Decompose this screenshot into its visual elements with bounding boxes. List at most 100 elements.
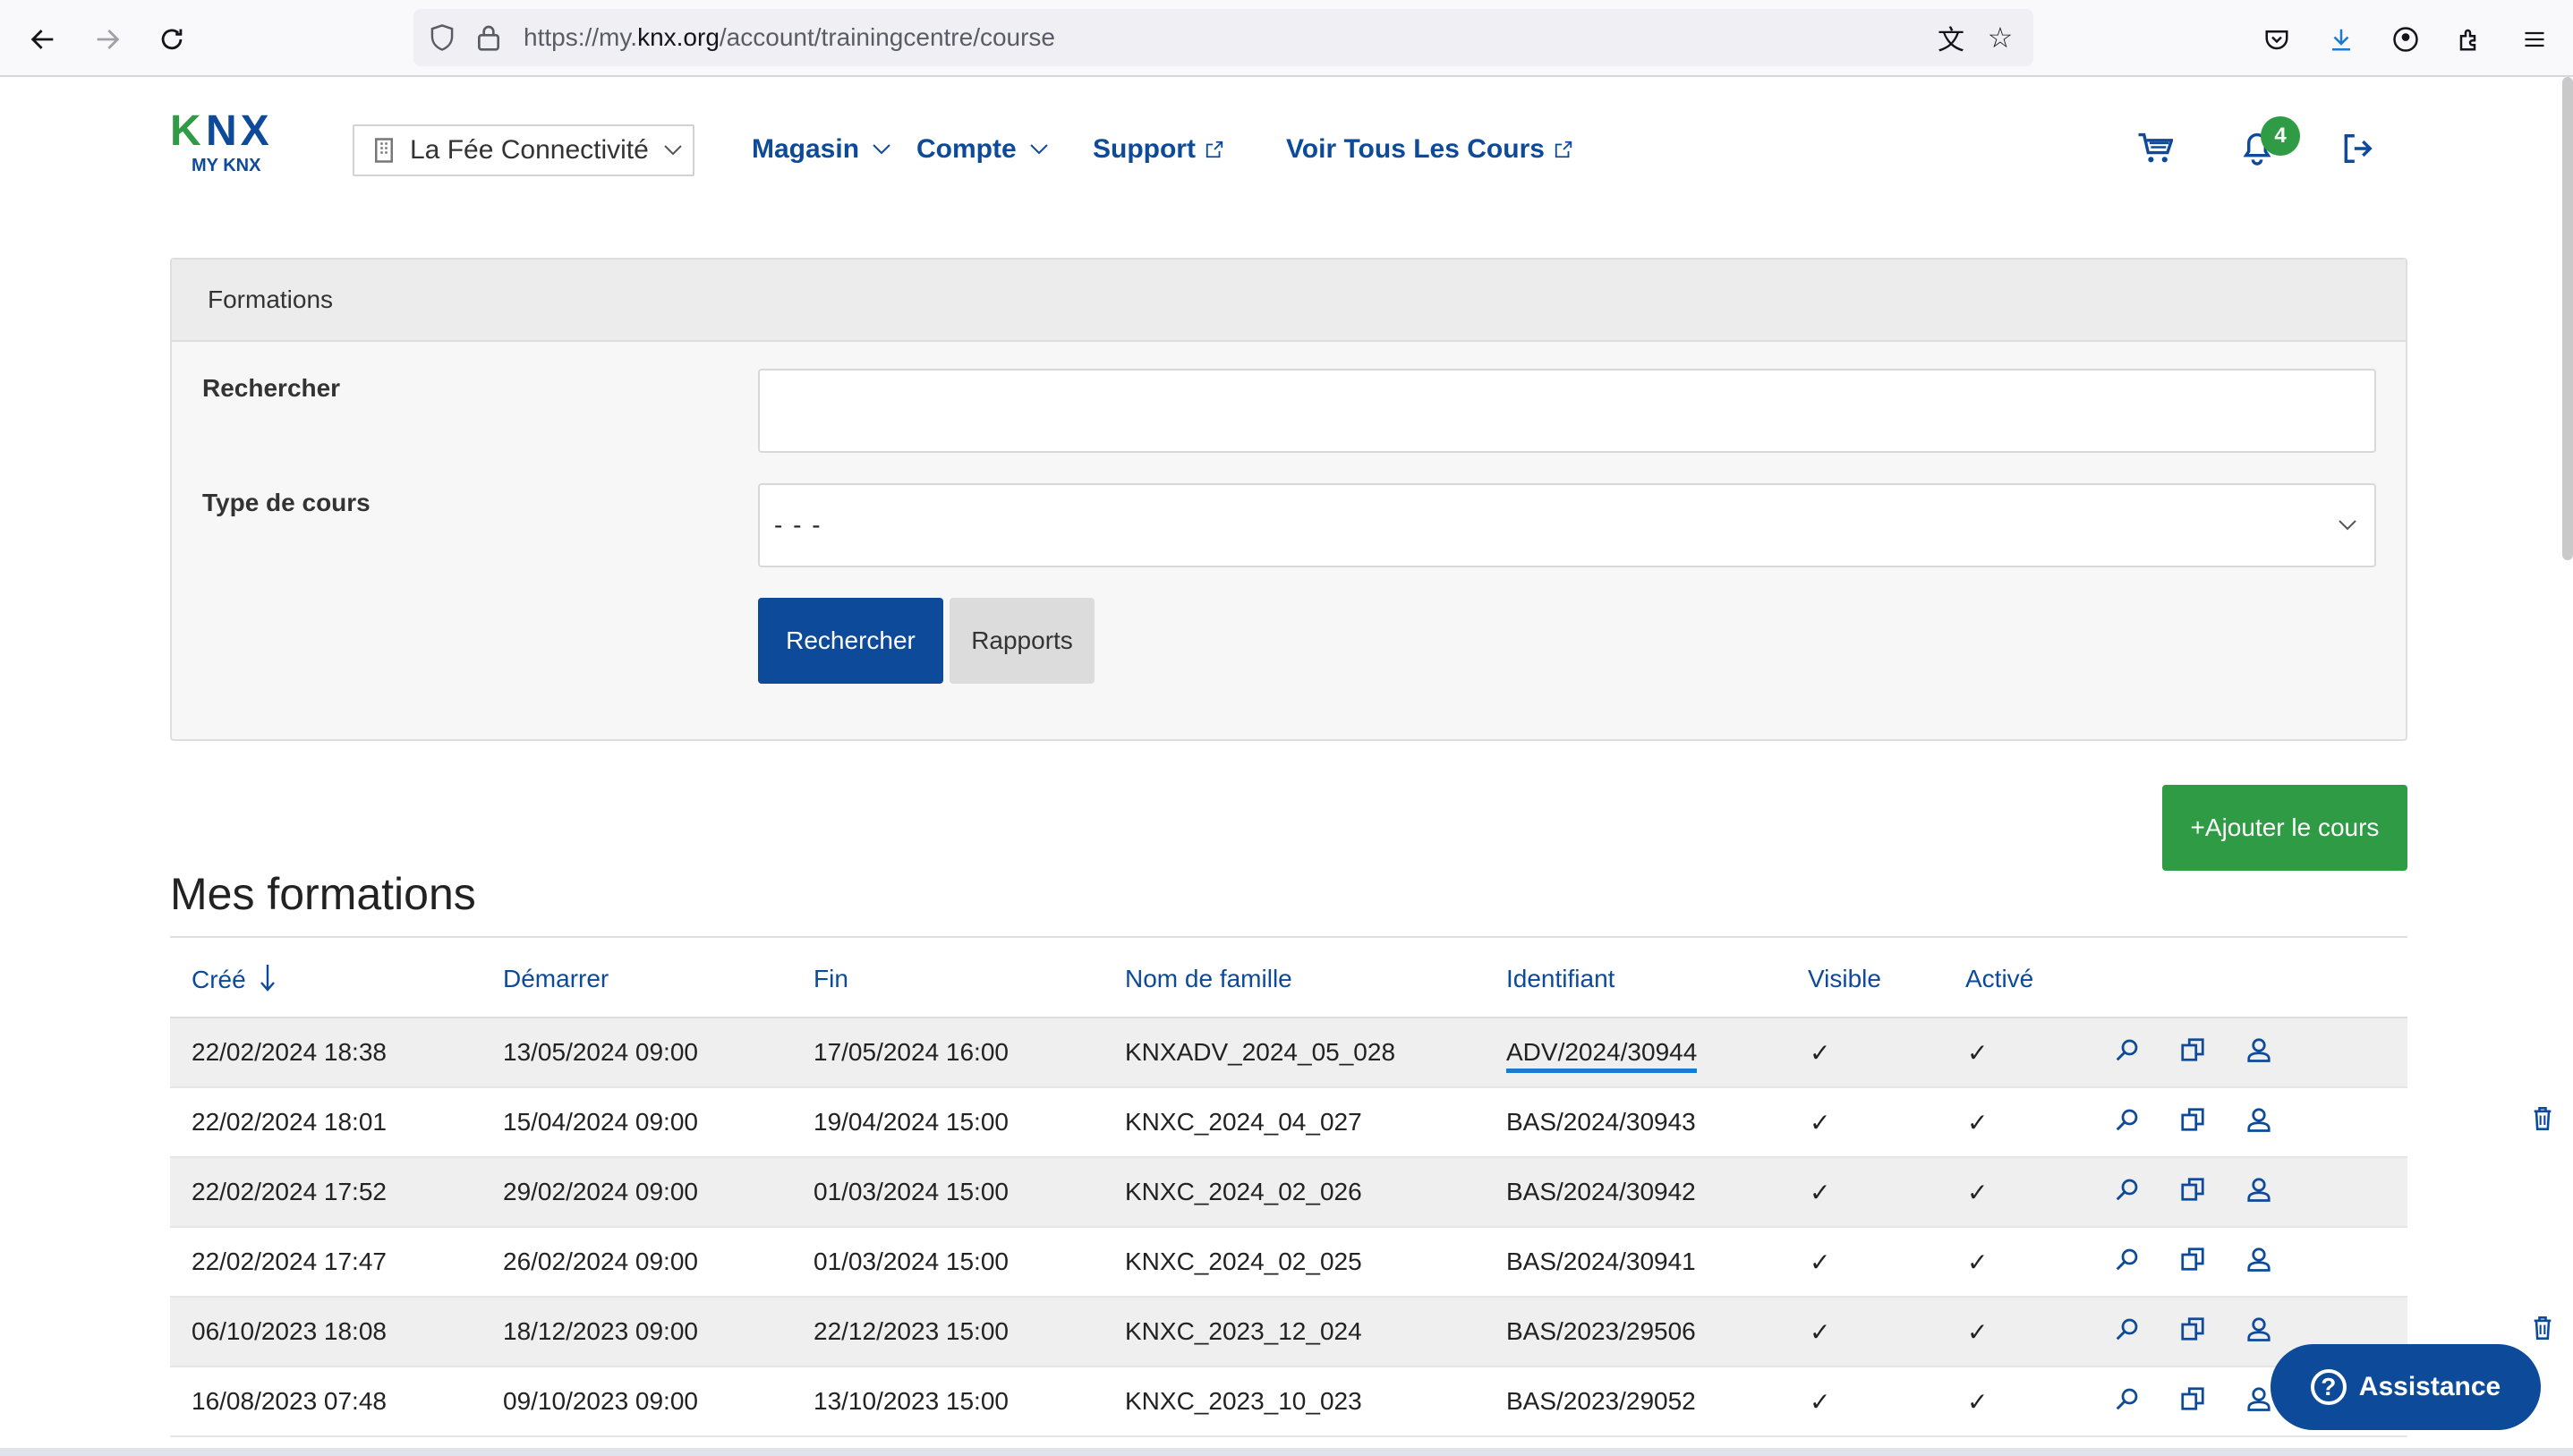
external-link-icon [1205, 140, 1224, 159]
participants-user-icon[interactable] [2245, 1385, 2272, 1412]
participants-user-icon[interactable] [2245, 1316, 2272, 1342]
download-icon[interactable] [2323, 21, 2359, 57]
extensions-icon[interactable] [2452, 21, 2488, 57]
view-search-icon[interactable] [2114, 1176, 2141, 1203]
cell-identifier[interactable]: ADV/2024/30944 [1506, 1038, 1698, 1073]
forward-icon[interactable] [89, 21, 125, 57]
cell-start: 15/04/2024 09:00 [503, 1108, 698, 1136]
search-input[interactable] [758, 369, 2376, 453]
reports-button[interactable]: Rapports [950, 598, 1095, 684]
copy-icon[interactable] [2179, 1246, 2206, 1273]
cell-identifier[interactable]: BAS/2024/30941 [1506, 1247, 1696, 1275]
pocket-icon[interactable] [2259, 21, 2295, 57]
logout-icon[interactable] [2338, 129, 2377, 168]
view-search-icon[interactable] [2114, 1106, 2141, 1133]
add-course-button[interactable]: +Ajouter le cours [2162, 785, 2407, 871]
chevron-down-icon [1029, 143, 1049, 156]
assistance-label: Assistance [2358, 1372, 2501, 1401]
nav-account[interactable]: Compte [916, 134, 1049, 165]
view-search-icon[interactable] [2114, 1036, 2141, 1063]
participants-user-icon[interactable] [2245, 1176, 2272, 1203]
account-icon[interactable] [2388, 21, 2424, 57]
cell-family-name: KNXC_2023_10_023 [1125, 1387, 1362, 1415]
copy-icon[interactable] [2179, 1106, 2206, 1133]
bookmark-star-icon[interactable]: ☆ [1987, 21, 2014, 54]
chevron-down-icon [663, 144, 683, 157]
column-family-name[interactable]: Nom de famille [1125, 965, 1292, 992]
table-row: 22/02/2024 17:47 26/02/2024 09:00 01/03/… [170, 1228, 2407, 1298]
table-body: 22/02/2024 18:38 13/05/2024 09:00 17/05/… [170, 1018, 2552, 1437]
cell-active-check: ✓ [1967, 1109, 1989, 1137]
nav-all-courses[interactable]: Voir Tous Les Cours [1286, 134, 1573, 165]
copy-icon[interactable] [2179, 1316, 2206, 1342]
address-bar[interactable]: https://my.knx.org/account/trainingcentr… [413, 9, 2033, 66]
cell-identifier[interactable]: BAS/2024/30943 [1506, 1108, 1696, 1136]
copy-icon[interactable] [2179, 1385, 2206, 1412]
column-visible[interactable]: Visible [1808, 965, 1881, 992]
cart-icon[interactable] [2135, 129, 2175, 168]
organization-name: La Fée Connectivité [410, 135, 649, 165]
cell-family-name: KNXC_2024_04_027 [1125, 1108, 1362, 1136]
cell-active-check: ✓ [1967, 1318, 1989, 1346]
table-row: 22/02/2024 18:01 15/04/2024 09:00 19/04/… [170, 1088, 2552, 1158]
column-end[interactable]: Fin [814, 965, 848, 992]
assistance-button[interactable]: ? Assistance [2271, 1344, 2541, 1430]
cell-active-check: ✓ [1967, 1039, 1989, 1067]
cell-visible-check: ✓ [1810, 1248, 1831, 1276]
cell-created: 22/02/2024 18:01 [192, 1108, 387, 1136]
cell-end: 19/04/2024 15:00 [814, 1108, 1009, 1136]
column-start[interactable]: Démarrer [503, 965, 609, 992]
translate-icon[interactable]: 文 [1938, 26, 1964, 55]
sort-arrow-down-icon [260, 963, 276, 1000]
cell-visible-check: ✓ [1810, 1109, 1831, 1137]
shield-icon[interactable] [426, 21, 458, 54]
participants-user-icon[interactable] [2245, 1036, 2272, 1063]
organization-select[interactable]: La Fée Connectivité [353, 124, 694, 176]
nav-support[interactable]: Support [1093, 134, 1224, 165]
view-search-icon[interactable] [2114, 1316, 2141, 1342]
cell-created: 16/08/2023 07:48 [192, 1387, 387, 1415]
cell-identifier[interactable]: BAS/2023/29052 [1506, 1387, 1696, 1415]
copy-icon[interactable] [2179, 1036, 2206, 1063]
cell-start: 18/12/2023 09:00 [503, 1317, 698, 1345]
column-active[interactable]: Activé [1965, 965, 2034, 992]
logo-subtitle: MY KNX [192, 156, 261, 175]
chevron-down-icon [2337, 519, 2358, 532]
participants-user-icon[interactable] [2245, 1246, 2272, 1273]
column-created[interactable]: Créé [192, 963, 276, 1000]
reload-icon[interactable] [154, 21, 190, 57]
cell-identifier[interactable]: BAS/2023/29506 [1506, 1317, 1696, 1345]
search-button[interactable]: Rechercher [758, 598, 943, 684]
course-type-value: - - - [774, 511, 822, 539]
delete-trash-icon[interactable] [2531, 1106, 2558, 1133]
cell-active-check: ✓ [1967, 1179, 1989, 1206]
url-text[interactable]: https://my.knx.org/account/trainingcentr… [524, 23, 1056, 51]
menu-icon[interactable] [2517, 21, 2552, 57]
view-search-icon[interactable] [2114, 1246, 2141, 1273]
participants-user-icon[interactable] [2245, 1106, 2272, 1133]
browser-toolbar: https://my.knx.org/account/trainingcentr… [0, 0, 2573, 77]
table-row: 22/02/2024 18:38 13/05/2024 09:00 17/05/… [170, 1018, 2407, 1088]
course-type-select[interactable]: - - - [758, 483, 2376, 567]
delete-trash-icon[interactable] [2531, 1316, 2558, 1342]
knx-logo[interactable]: K NX MY KNX [166, 106, 283, 177]
view-search-icon[interactable] [2114, 1385, 2141, 1412]
lock-icon[interactable] [473, 21, 505, 54]
nav-account-label: Compte [916, 134, 1017, 164]
cell-visible-check: ✓ [1810, 1388, 1831, 1416]
nav-support-label: Support [1093, 134, 1196, 164]
cell-active-check: ✓ [1967, 1248, 1989, 1276]
copy-icon[interactable] [2179, 1176, 2206, 1203]
page-scrollbar[interactable] [2562, 77, 2573, 560]
section-title: Mes formations [170, 869, 476, 919]
cell-family-name: KNXADV_2024_05_028 [1125, 1038, 1396, 1066]
nav-shop[interactable]: Magasin [752, 134, 891, 165]
table-row: 22/02/2024 17:52 29/02/2024 09:00 01/03/… [170, 1158, 2407, 1228]
cell-start: 13/05/2024 09:00 [503, 1038, 698, 1066]
cell-created: 22/02/2024 18:38 [192, 1038, 387, 1066]
cell-created: 22/02/2024 17:47 [192, 1247, 387, 1275]
column-identifier[interactable]: Identifiant [1506, 965, 1615, 992]
back-icon[interactable] [25, 21, 61, 57]
cell-identifier[interactable]: BAS/2024/30942 [1506, 1178, 1696, 1205]
cell-start: 26/02/2024 09:00 [503, 1247, 698, 1275]
